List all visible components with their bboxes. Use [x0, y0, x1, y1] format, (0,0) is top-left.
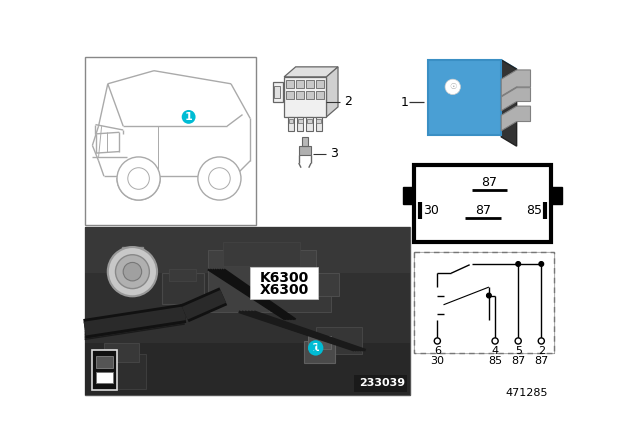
Circle shape	[117, 157, 160, 200]
Polygon shape	[122, 247, 143, 256]
Circle shape	[198, 157, 241, 200]
Polygon shape	[414, 252, 554, 353]
Polygon shape	[104, 343, 139, 362]
Circle shape	[209, 168, 230, 189]
Polygon shape	[428, 60, 501, 134]
Polygon shape	[316, 91, 324, 99]
Polygon shape	[316, 327, 362, 354]
Polygon shape	[444, 308, 489, 320]
Circle shape	[492, 338, 498, 344]
Polygon shape	[84, 57, 255, 225]
Text: 87: 87	[534, 356, 548, 366]
Polygon shape	[289, 119, 293, 123]
Polygon shape	[170, 269, 196, 281]
Polygon shape	[308, 336, 331, 349]
Text: 471285: 471285	[505, 388, 547, 397]
Polygon shape	[273, 82, 284, 102]
Polygon shape	[307, 80, 314, 88]
Polygon shape	[284, 77, 326, 117]
Text: 4: 4	[492, 346, 499, 356]
Polygon shape	[92, 350, 117, 390]
Polygon shape	[223, 242, 300, 266]
Circle shape	[123, 263, 141, 281]
Polygon shape	[501, 60, 516, 146]
Text: 2: 2	[538, 346, 545, 356]
Polygon shape	[287, 91, 294, 99]
Circle shape	[538, 338, 545, 344]
Circle shape	[435, 338, 440, 344]
Polygon shape	[403, 187, 414, 204]
Polygon shape	[287, 80, 294, 88]
Text: 3: 3	[330, 147, 338, 160]
Polygon shape	[326, 67, 338, 117]
Circle shape	[516, 262, 520, 266]
Polygon shape	[84, 227, 410, 395]
Polygon shape	[501, 88, 531, 111]
Polygon shape	[501, 106, 531, 131]
Text: 5: 5	[515, 346, 522, 356]
Circle shape	[108, 247, 157, 296]
Text: 30: 30	[423, 203, 439, 216]
Text: 30: 30	[430, 356, 444, 366]
Text: K6300: K6300	[259, 271, 308, 285]
Polygon shape	[551, 187, 562, 204]
Polygon shape	[316, 80, 324, 88]
Polygon shape	[92, 354, 147, 389]
Polygon shape	[84, 227, 410, 273]
Circle shape	[182, 110, 196, 124]
Polygon shape	[316, 117, 322, 131]
Polygon shape	[84, 273, 410, 343]
Polygon shape	[296, 91, 304, 99]
Polygon shape	[414, 165, 551, 242]
Text: 87: 87	[482, 176, 498, 189]
Polygon shape	[299, 146, 311, 155]
Text: 6: 6	[434, 346, 441, 356]
Text: 1: 1	[312, 343, 319, 353]
Polygon shape	[296, 80, 304, 88]
Polygon shape	[288, 117, 294, 131]
Text: 85: 85	[488, 356, 502, 366]
Polygon shape	[297, 117, 303, 131]
Text: X6300: X6300	[259, 283, 308, 297]
Polygon shape	[428, 60, 516, 69]
Circle shape	[128, 168, 149, 189]
Polygon shape	[269, 293, 331, 312]
Text: 87: 87	[475, 203, 491, 216]
Polygon shape	[307, 119, 312, 123]
Circle shape	[308, 340, 323, 356]
Polygon shape	[307, 91, 314, 99]
Text: 85: 85	[526, 203, 542, 216]
Polygon shape	[444, 287, 489, 305]
Text: 1: 1	[401, 96, 409, 109]
Polygon shape	[298, 119, 303, 123]
Polygon shape	[96, 372, 113, 383]
Polygon shape	[354, 375, 406, 392]
Polygon shape	[316, 119, 321, 123]
Polygon shape	[307, 117, 312, 131]
Polygon shape	[414, 252, 554, 353]
Text: 87: 87	[511, 356, 525, 366]
Polygon shape	[274, 86, 280, 98]
Circle shape	[486, 293, 492, 298]
Text: 233039: 233039	[359, 378, 405, 388]
Polygon shape	[501, 70, 531, 96]
Polygon shape	[304, 341, 335, 362]
Circle shape	[115, 255, 149, 289]
Polygon shape	[208, 250, 316, 312]
Polygon shape	[302, 137, 308, 146]
Polygon shape	[84, 343, 410, 395]
Polygon shape	[284, 67, 338, 77]
Circle shape	[515, 338, 521, 344]
Circle shape	[539, 262, 543, 266]
Polygon shape	[250, 267, 318, 299]
Text: ☉: ☉	[449, 82, 456, 91]
Circle shape	[445, 79, 460, 95]
Text: 1: 1	[185, 112, 193, 122]
Polygon shape	[300, 273, 339, 296]
Polygon shape	[162, 273, 204, 304]
Text: 2: 2	[344, 95, 352, 108]
Polygon shape	[96, 356, 113, 368]
